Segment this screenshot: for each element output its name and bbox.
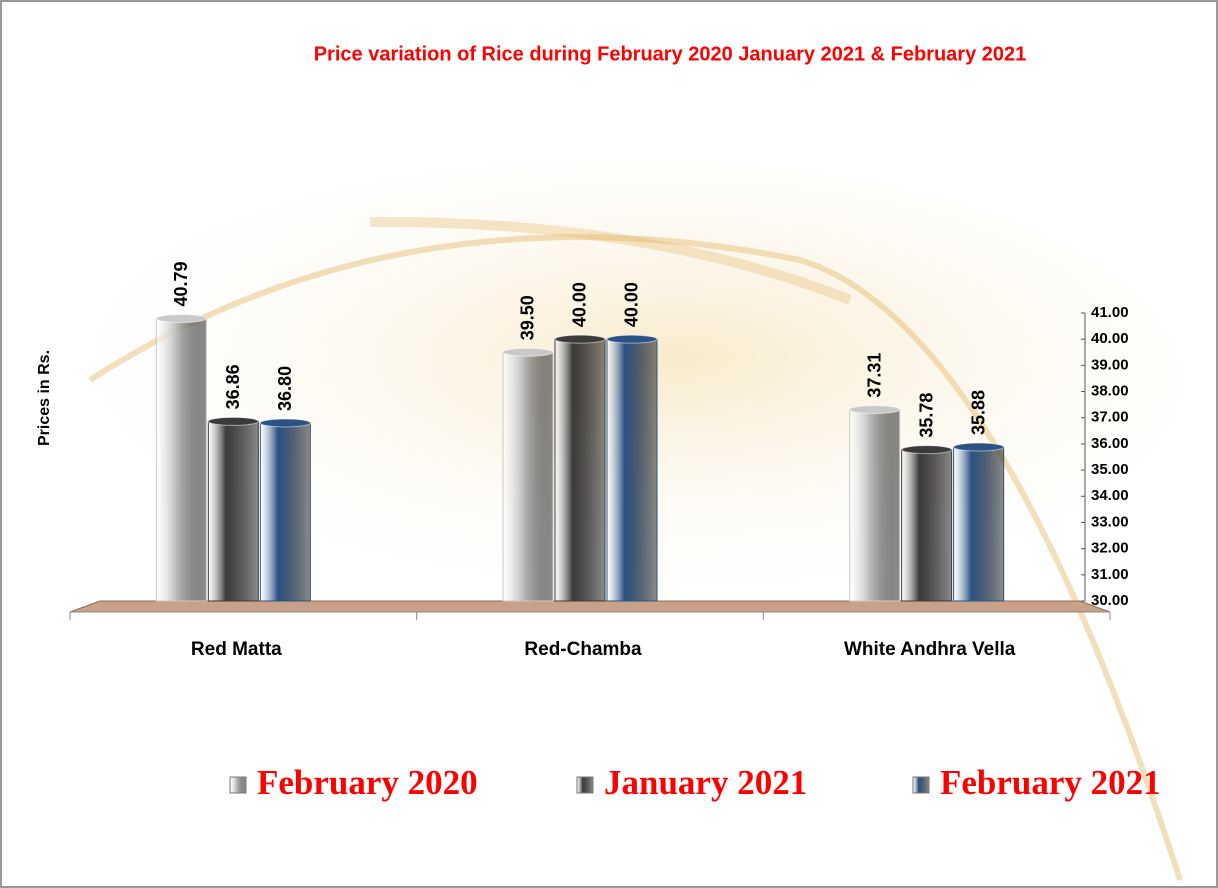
data-label: 35.88 [968,390,988,435]
y-tick-label: 38.00 [1091,383,1129,400]
bar [901,449,953,602]
bar-top [502,347,554,357]
data-label: 39.50 [518,295,538,340]
x-tick-label: White Andhra Vella [844,639,1016,660]
legend-marker [912,776,930,794]
floor [69,600,1111,613]
bar [606,338,658,602]
y-tick-label: 34.00 [1091,487,1129,504]
y-tick-label: 37.00 [1091,409,1129,426]
y-tick-label: 30.00 [1091,592,1129,609]
x-tick-label: Red Matta [191,639,282,660]
data-label: 36.80 [275,366,295,411]
data-label: 40.00 [622,282,642,327]
legend-label: January 2021 [604,763,807,802]
legend-label: February 2020 [257,763,478,802]
background-decoration [88,234,1183,881]
y-axis-label: Prices in Rs. [36,350,53,446]
y-tick-label: 39.00 [1091,356,1129,373]
bar [849,409,901,602]
bar-top [207,416,259,426]
chart-title: Price variation of Rice during February … [314,43,1027,65]
bar [207,420,259,602]
y-tick-label: 36.00 [1091,435,1129,452]
data-label: 36.86 [223,364,243,409]
bar-top [155,313,207,323]
y-tick-label: 32.00 [1091,540,1129,557]
bar [259,422,311,602]
bar [554,338,606,602]
bar-top [259,418,311,428]
data-label: 40.79 [171,261,191,306]
legend-label: February 2021 [940,763,1161,802]
y-tick-label: 31.00 [1091,566,1129,583]
y-tick-label: 41.00 [1091,304,1129,321]
y-tick-label: 40.00 [1091,330,1129,347]
legend-marker [229,776,247,794]
bar [502,351,554,602]
legend-marker [576,776,594,794]
x-tick-label: Red-Chamba [524,639,642,660]
bar-top [554,334,606,344]
data-label: 37.31 [864,353,884,398]
bar [953,446,1005,602]
bar-top [606,334,658,344]
data-label: 40.00 [570,282,590,327]
y-tick-label: 33.00 [1091,513,1129,530]
bar-top [849,405,901,415]
y-tick-label: 35.00 [1091,461,1129,478]
data-label: 35.78 [916,393,936,438]
bar [155,317,207,602]
bar-top [901,445,953,455]
background-decoration [369,216,852,305]
bar-top [953,442,1005,452]
